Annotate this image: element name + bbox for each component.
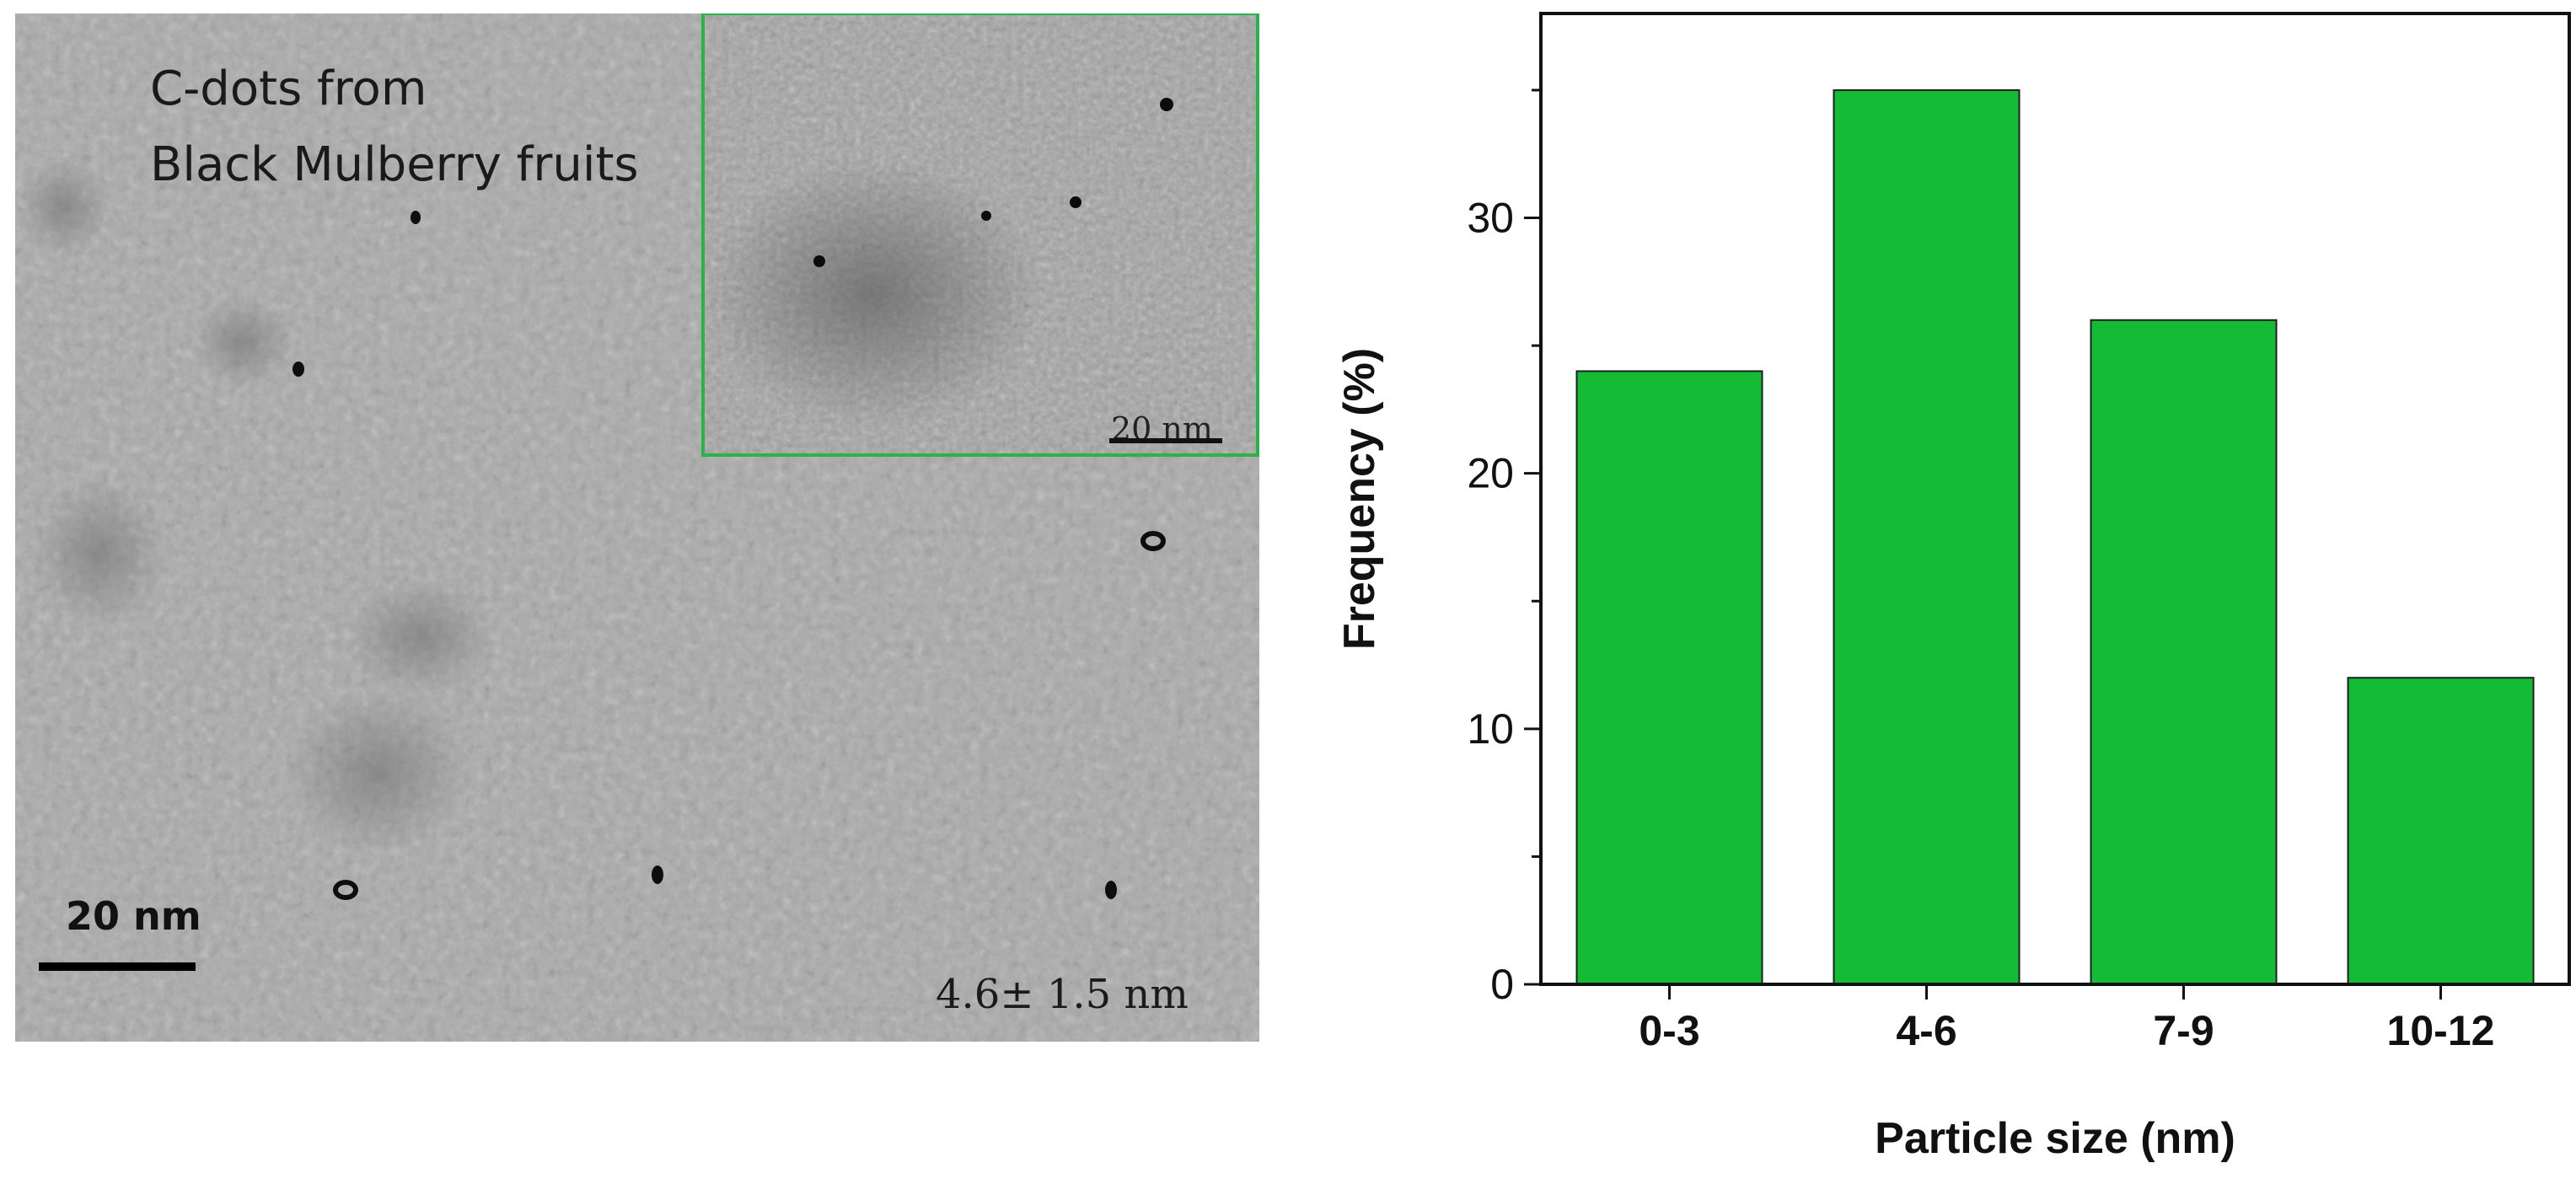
tem-micrograph: C-dots from Black Mulberry fruits 20 nm … [15, 13, 1259, 1042]
bar-4-6 [1833, 88, 2021, 985]
nanoparticle-dots [292, 211, 1166, 900]
micrograph-caption-line-1: C-dots from [150, 62, 427, 116]
bar-10-12 [2347, 677, 2535, 985]
x-tick-label: 7-9 [2153, 1007, 2214, 1054]
x-axis-title: Particle size (nm) [1875, 1114, 2235, 1163]
inset-nanoparticle-dots [813, 98, 1173, 267]
x-tick-label: 4-6 [1896, 1007, 1956, 1054]
particle-size-histogram: 0-3 4-6 7-9 10-12 0 10 20 30 Frequency (%) Part… [1335, 12, 2571, 1163]
tem-inset-image: 20 nm [701, 13, 1259, 457]
bar-7-9 [2090, 319, 2278, 985]
scale-bar-label: 20 nm [66, 893, 201, 939]
x-tick-label: 10-12 [2387, 1007, 2495, 1054]
inset-texture [705, 15, 1256, 453]
micrograph-caption-line-2: Black Mulberry fruits [150, 137, 639, 192]
y-tick-label: 10 [1467, 705, 1514, 753]
plot-area: 0-3 4-6 7-9 10-12 0 10 20 30 [1467, 12, 2571, 1054]
y-tick-label: 30 [1467, 195, 1514, 242]
y-tick-label: 20 [1467, 450, 1514, 497]
inset-scale-bar [1109, 438, 1222, 443]
plot-frame [1539, 12, 2571, 986]
bar-0-3 [1575, 370, 1763, 985]
x-tick-label: 0-3 [1639, 1007, 1699, 1054]
y-tick-label: 0 [1490, 961, 1514, 1008]
y-axis-title: Frequency (%) [1335, 348, 1384, 650]
scale-bar [39, 962, 196, 971]
particle-size-annotation: 4.6± 1.5 nm [936, 971, 1189, 1018]
